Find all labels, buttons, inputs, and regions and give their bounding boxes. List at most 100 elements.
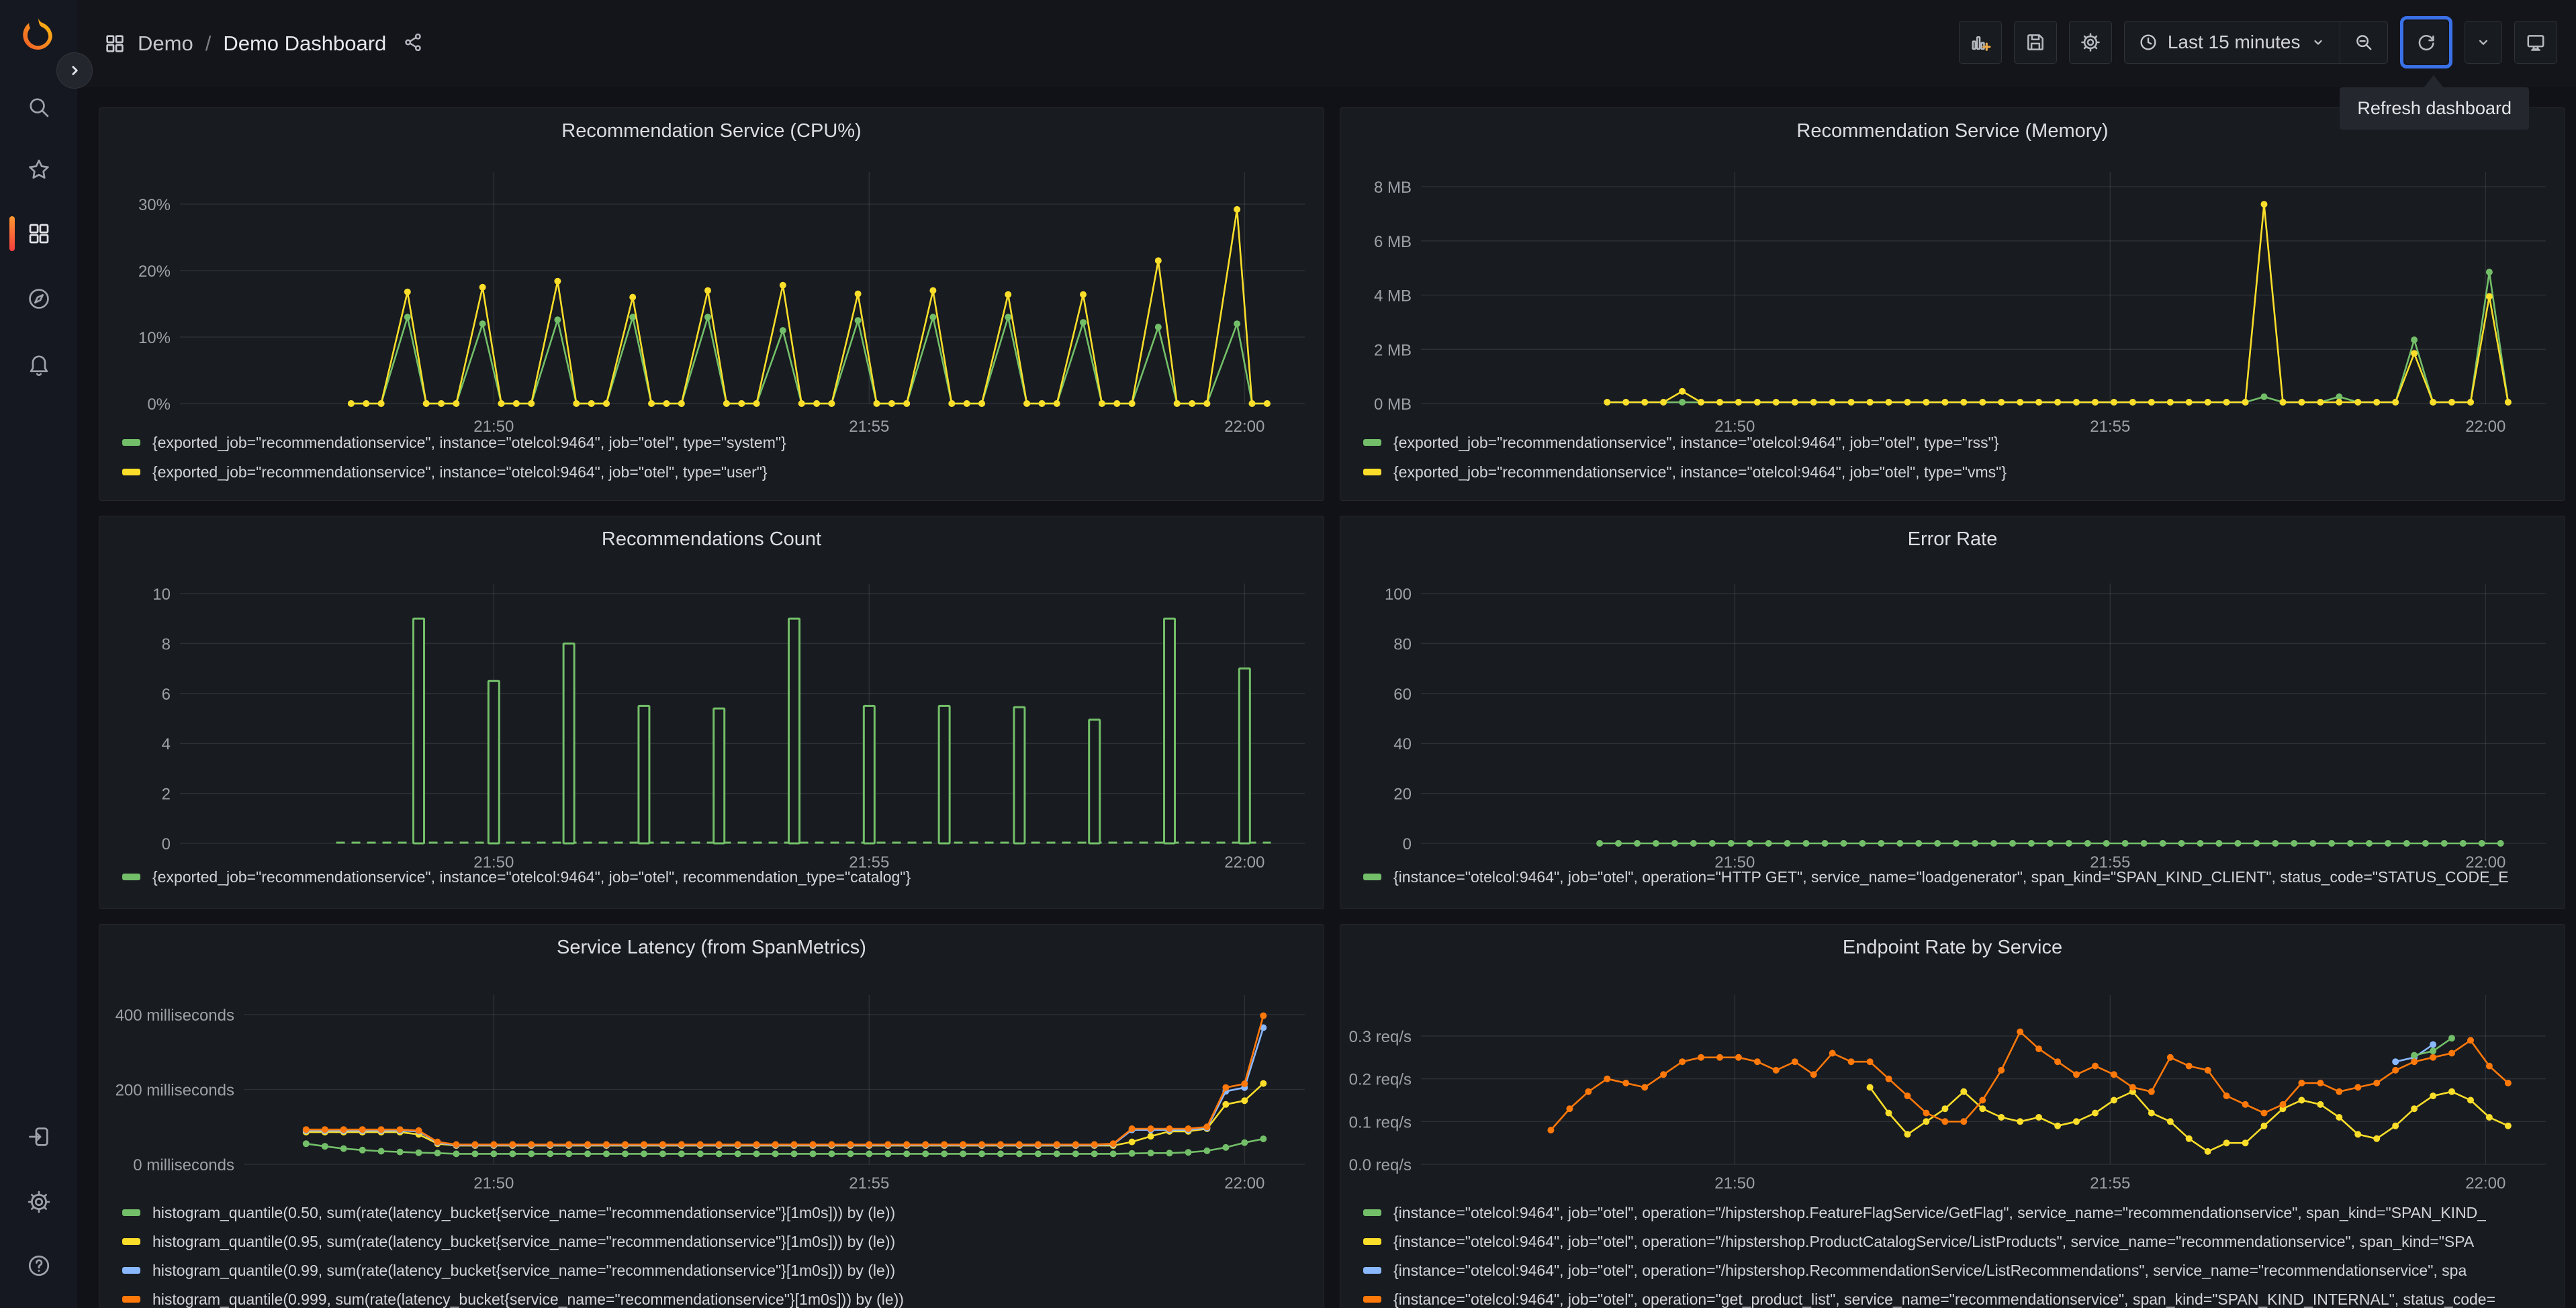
svg-text:4: 4	[162, 735, 171, 753]
chart-count[interactable]: 21:50 21:55 22:00 0 2 4 6 8 10	[99, 516, 1325, 910]
chart-mem[interactable]: 21:50 21:55 22:00 0 MB 2 MB 4 MB 6 MB 8 MB	[1340, 108, 2566, 502]
legend-color-chip	[1363, 1238, 1381, 1245]
svg-text:0.0 req/s: 0.0 req/s	[1349, 1156, 1412, 1174]
panel-title[interactable]: Recommendation Service (CPU%)	[561, 120, 862, 142]
breadcrumb-section[interactable]: Demo	[138, 32, 193, 55]
legend-label: {exported_job="recommendationservice", i…	[1393, 463, 2007, 481]
chart-err[interactable]: 21:50 21:55 22:00 0 20 40 60 80 100	[1340, 516, 2566, 910]
panel-title[interactable]: Error Rate	[1907, 528, 1998, 550]
panel-title[interactable]: Recommendations Count	[601, 528, 822, 550]
legend-item[interactable]: {instance="otelcol:9464", job="otel", op…	[1363, 865, 2551, 889]
sidebar-item-sign-in[interactable]	[0, 1113, 77, 1161]
legend-color-chip	[122, 1267, 140, 1274]
legend-item[interactable]: {exported_job="recommendationservice", i…	[1363, 430, 2551, 455]
chart-lat[interactable]: 21:50 21:55 22:00 0 milliseconds 200 millise…	[99, 925, 1325, 1308]
svg-text:8: 8	[162, 635, 171, 653]
sidebar-item-search[interactable]	[0, 83, 77, 132]
legend-item[interactable]: {exported_job="recommendationservice", i…	[1363, 460, 2551, 484]
sidebar-item-starred[interactable]	[0, 146, 77, 194]
save-dashboard-button[interactable]	[2013, 21, 2057, 64]
time-range-label: Last 15 minutes	[2167, 32, 2301, 52]
svg-text:200 milliseconds: 200 milliseconds	[116, 1082, 234, 1100]
active-indicator	[9, 216, 15, 251]
svg-text:21:55: 21:55	[849, 1174, 889, 1193]
svg-text:22:00: 22:00	[2465, 418, 2505, 436]
panel-title[interactable]: Service Latency (from SpanMetrics)	[557, 937, 866, 958]
cycle-view-mode-button[interactable]	[2514, 21, 2557, 64]
legend-item[interactable]: {exported_job="recommendationservice", i…	[122, 865, 1310, 889]
panel-mem: Recommendation Service (Memory) 21:50 21:5…	[1340, 107, 2565, 501]
zoom-out-time-button[interactable]	[2340, 21, 2387, 63]
legend-item[interactable]: histogram_quantile(0.95, sum(rate(latenc…	[122, 1229, 1310, 1254]
svg-text:2: 2	[162, 786, 171, 804]
legend-label: {exported_job="recommendationservice", i…	[152, 868, 911, 886]
top-navigation: Demo / Demo Dashboard Last 15 minutes	[77, 0, 2576, 87]
refresh-tooltip: Refresh dashboard	[2340, 87, 2529, 130]
legend-item[interactable]: histogram_quantile(0.99, sum(rate(latenc…	[122, 1258, 1310, 1282]
svg-text:21:50: 21:50	[473, 853, 514, 872]
legend-color-chip	[122, 1296, 140, 1303]
svg-text:20%: 20%	[138, 263, 171, 281]
legend-color-chip	[1363, 1296, 1381, 1303]
sidebar-item-dashboards[interactable]	[0, 209, 77, 258]
svg-text:0: 0	[1403, 835, 1412, 853]
expand-sidebar-button[interactable]	[56, 52, 93, 89]
legend-item[interactable]: {instance="otelcol:9464", job="otel", op…	[1363, 1258, 2551, 1282]
sidebar-item-configuration[interactable]	[0, 1178, 77, 1226]
apps-grid-icon	[104, 33, 126, 54]
legend-item[interactable]: histogram_quantile(0.50, sum(rate(latenc…	[122, 1201, 1310, 1225]
svg-text:21:55: 21:55	[2090, 853, 2130, 872]
breadcrumb-page-title: Demo Dashboard	[223, 32, 387, 55]
svg-text:6 MB: 6 MB	[1374, 233, 1412, 251]
svg-text:22:00: 22:00	[1224, 1174, 1264, 1193]
svg-text:4 MB: 4 MB	[1374, 287, 1412, 306]
chart-rate[interactable]: 21:50 21:55 22:00 0.0 req/s 0.1 req/s 0.2 req…	[1340, 925, 2566, 1308]
legend-item[interactable]: {exported_job="recommendationservice", i…	[122, 430, 1310, 455]
legend-color-chip	[122, 1209, 140, 1216]
legend-item[interactable]: {instance="otelcol:9464", job="otel", op…	[1363, 1287, 2551, 1308]
grafana-logo-icon[interactable]	[17, 15, 60, 58]
refresh-dashboard-button[interactable]	[2405, 21, 2448, 64]
chevron-down-icon	[2313, 40, 2322, 45]
legend-item[interactable]: histogram_quantile(0.999, sum(rate(laten…	[122, 1287, 1310, 1308]
panel-rate: Endpoint Rate by Service 21:50 21:55 22:00 0…	[1340, 924, 2565, 1308]
add-panel-button[interactable]	[1958, 21, 2002, 64]
legend-label: histogram_quantile(0.999, sum(rate(laten…	[152, 1290, 904, 1308]
refresh-interval-picker[interactable]	[2465, 21, 2502, 64]
svg-text:22:00: 22:00	[2465, 853, 2505, 872]
toolbar-divider	[2339, 21, 2340, 63]
legend-item[interactable]: {instance="otelcol:9464", job="otel", op…	[1363, 1201, 2551, 1225]
svg-text:10: 10	[152, 586, 171, 604]
legend-item[interactable]: {instance="otelcol:9464", job="otel", op…	[1363, 1229, 2551, 1254]
svg-text:21:50: 21:50	[473, 418, 514, 436]
legend-color-chip	[122, 874, 140, 880]
chart-cpu[interactable]: 21:50 21:55 22:00 0% 10% 20% 30%	[99, 108, 1325, 502]
panel-title[interactable]: Endpoint Rate by Service	[1842, 937, 2063, 958]
svg-text:21:55: 21:55	[2090, 418, 2130, 436]
svg-text:0 milliseconds: 0 milliseconds	[133, 1156, 234, 1174]
share-icon[interactable]	[402, 32, 424, 56]
sidebar-item-help[interactable]	[0, 1242, 77, 1290]
svg-text:80: 80	[1393, 635, 1412, 653]
svg-text:21:55: 21:55	[2090, 1174, 2130, 1193]
svg-text:0%: 0%	[147, 395, 171, 414]
legend-color-chip	[1363, 439, 1381, 446]
legend-color-chip	[122, 1238, 140, 1245]
gear-icon	[28, 1190, 50, 1213]
panel-lat: Service Latency (from SpanMetrics) 21:50 2…	[99, 924, 1324, 1308]
legend-item[interactable]: {exported_job="recommendationservice", i…	[122, 460, 1310, 484]
breadcrumb-separator: /	[205, 32, 212, 55]
svg-text:21:50: 21:50	[1714, 853, 1755, 872]
zoom-out-icon	[2356, 35, 2372, 50]
svg-text:0: 0	[162, 835, 171, 853]
sidebar-item-alerting[interactable]	[0, 340, 77, 389]
sidebar-item-explore[interactable]	[0, 275, 77, 323]
svg-text:0.3 req/s: 0.3 req/s	[1349, 1028, 1412, 1046]
svg-text:2 MB: 2 MB	[1374, 341, 1412, 359]
legend-label: {instance="otelcol:9464", job="otel", op…	[1393, 1290, 2496, 1308]
breadcrumb: Demo / Demo Dashboard	[104, 32, 424, 56]
dashboards-icon	[29, 224, 48, 244]
panel-title[interactable]: Recommendation Service (Memory)	[1796, 120, 2109, 142]
time-range-picker[interactable]: Last 15 minutes	[2125, 21, 2340, 63]
dashboard-settings-button[interactable]	[2068, 21, 2112, 64]
